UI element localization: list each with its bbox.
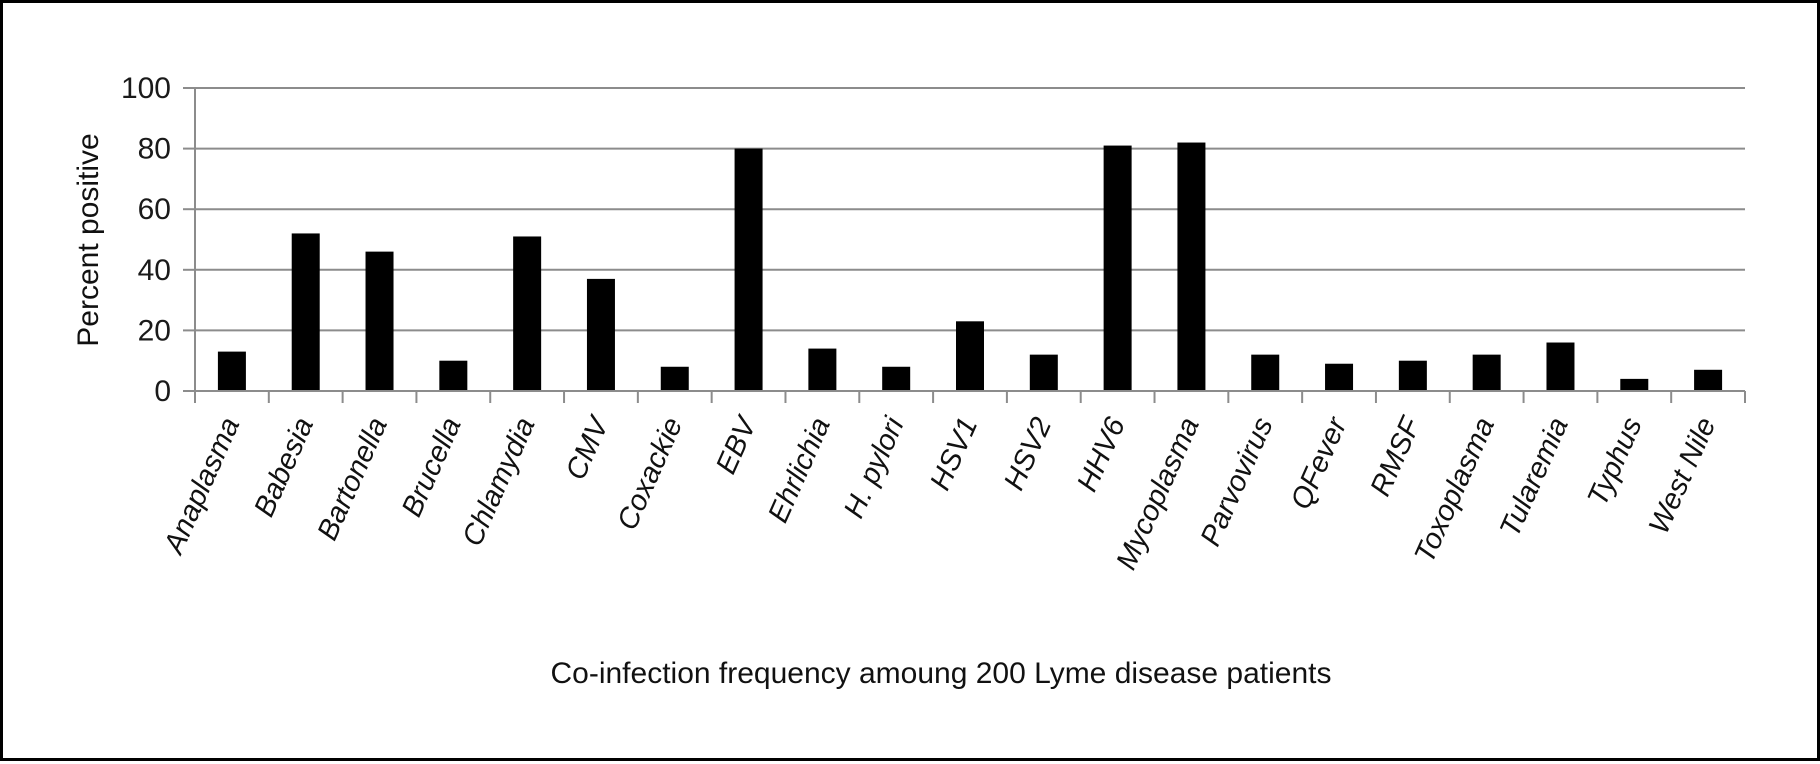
x-axis-title: Co-infection frequency amoung 200 Lyme d… (550, 657, 1331, 690)
y-tick-labels: 0 20 40 60 80 100 (121, 72, 171, 408)
x-tick-label: Anaplasma (157, 413, 246, 560)
bar-parvovirus (1251, 354, 1280, 391)
bar-toxoplasma (1472, 354, 1501, 391)
bar-ehrlichia (808, 348, 837, 391)
x-tick-label: QFever (1285, 412, 1354, 515)
x-tick-label: HSV1 (924, 413, 984, 495)
bar-hhv6 (1103, 145, 1132, 391)
bar-hsv2 (1029, 354, 1058, 391)
x-tick-label: Bartonella (312, 413, 394, 545)
x-tick-label: HHV6 (1071, 412, 1132, 496)
y-tick-label: 40 (138, 254, 171, 287)
y-tick-label: 80 (138, 133, 171, 166)
y-tick-label: 20 (138, 314, 171, 347)
x-tick-label: RMSF (1365, 411, 1429, 501)
bar-ebv (734, 148, 763, 391)
x-tick-label: Ehrlichia (762, 413, 836, 528)
y-tick-label: 100 (121, 72, 171, 105)
x-tick-label: Coxackie (611, 413, 689, 535)
bar-mycoplasma (1177, 142, 1206, 391)
bar-h-pylori (882, 366, 911, 391)
x-tick-label: Brucella (396, 413, 468, 522)
bar-coxackie (660, 366, 689, 391)
bar-rmsf (1398, 360, 1427, 391)
x-tick-label: Chlamydia (457, 413, 542, 551)
bar-anaplasma (217, 351, 246, 391)
bar-west-nile (1694, 369, 1723, 391)
bar-qfever (1325, 363, 1354, 391)
x-tick-label: CMV (560, 410, 617, 484)
x-tick-label: H. pylori (838, 411, 911, 523)
gridlines (195, 87, 1745, 332)
bar-babesia (291, 233, 320, 391)
x-tick-label: Tularemia (1494, 413, 1575, 542)
bar-tularemia (1546, 342, 1575, 391)
bars (217, 142, 1723, 391)
x-tick-label: HSV2 (998, 413, 1058, 495)
axes (183, 87, 1746, 403)
bar-chlamydia (513, 236, 542, 391)
bar-cmv (586, 278, 615, 391)
y-tick-label: 0 (154, 375, 171, 408)
x-tick-label: Babesia (248, 413, 320, 522)
bar-typhus (1620, 378, 1649, 391)
bar-hsv1 (956, 321, 984, 391)
y-tick-label: 60 (138, 193, 171, 226)
bar-bartonella (365, 251, 394, 391)
x-tick-label: Parvovirus (1195, 413, 1280, 551)
x-tick-label: Typhus (1582, 413, 1649, 511)
bar-brucella (439, 360, 468, 391)
x-tick-label: EBV (710, 410, 764, 478)
y-axis-title: Percent positive (72, 133, 105, 346)
x-tick-label: West Nile (1643, 413, 1722, 539)
